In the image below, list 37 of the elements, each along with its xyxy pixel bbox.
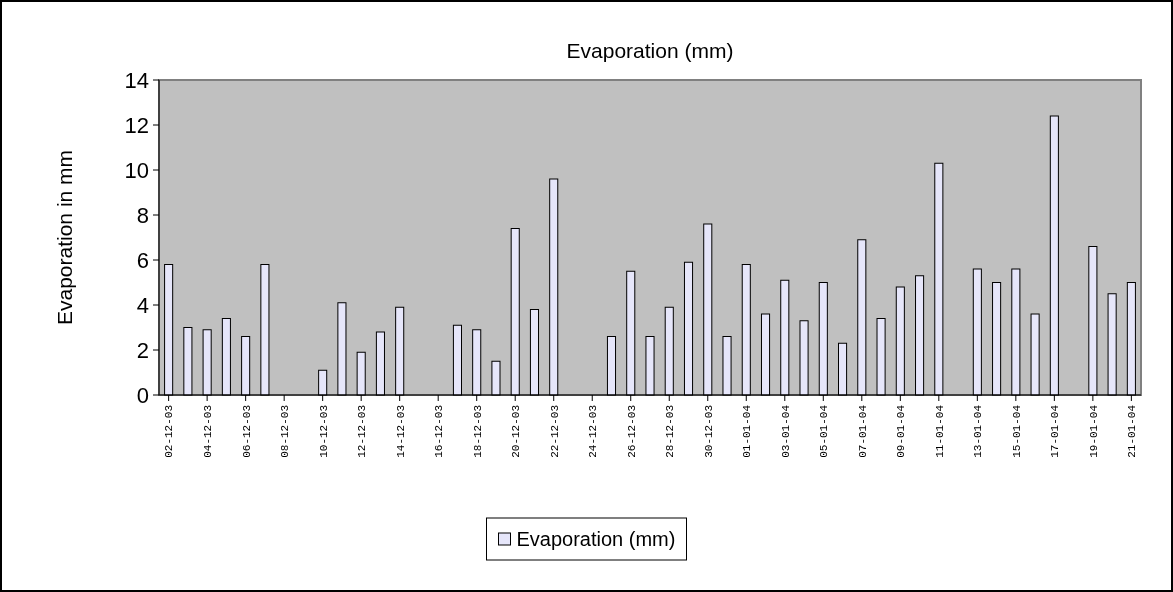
x-tick-label: 10-12-03 (317, 405, 330, 458)
x-tick-label: 06-12-03 (240, 405, 253, 458)
y-tick-label: 14 (124, 67, 149, 93)
x-tick-label: 13-01-04 (972, 404, 985, 458)
legend-label: Evaporation (mm) (516, 528, 676, 550)
x-tick-label: 26-12-03 (625, 405, 638, 458)
x-tick-label: 05-01-04 (818, 404, 831, 458)
x-tick-label: 30-12-03 (702, 405, 715, 458)
x-tick-label: 21-01-04 (1126, 404, 1139, 458)
chart-title: Evaporation (mm) (566, 39, 734, 62)
x-tick-label: 09-01-04 (895, 404, 908, 458)
x-tick-label: 17-01-04 (1049, 404, 1062, 458)
x-tick-label: 18-12-03 (471, 405, 484, 458)
y-tick-label: 10 (124, 157, 149, 183)
x-tick-label: 02-12-03 (163, 405, 176, 458)
y-tick-label: 0 (136, 382, 149, 408)
y-tick-label: 2 (136, 337, 149, 363)
x-tick-label: 11-01-04 (933, 404, 946, 458)
x-tick-label: 15-01-04 (1010, 404, 1023, 458)
y-axis-title: Evaporation in mm (53, 149, 76, 326)
y-tick-label: 8 (136, 202, 149, 228)
x-tick-label: 07-01-04 (856, 404, 869, 458)
x-tick-label: 28-12-03 (664, 405, 677, 458)
x-tick-label: 22-12-03 (548, 405, 561, 458)
x-tick-label: 19-01-04 (1087, 404, 1100, 458)
y-tick-label: 12 (124, 112, 149, 138)
x-tick-label: 12-12-03 (356, 405, 369, 458)
x-tick-label: 08-12-03 (279, 405, 292, 458)
y-tick-label: 4 (136, 292, 149, 318)
y-tick-label: 6 (136, 247, 149, 273)
x-tick-label: 03-01-04 (779, 404, 792, 458)
x-tick-label: 01-01-04 (741, 404, 754, 458)
x-tick-label: 16-12-03 (433, 405, 446, 458)
x-tick-label: 04-12-03 (201, 405, 214, 458)
x-tick-label: 14-12-03 (394, 405, 407, 458)
x-tick-label: 20-12-03 (510, 405, 523, 458)
x-tick-label: 24-12-03 (587, 405, 600, 458)
